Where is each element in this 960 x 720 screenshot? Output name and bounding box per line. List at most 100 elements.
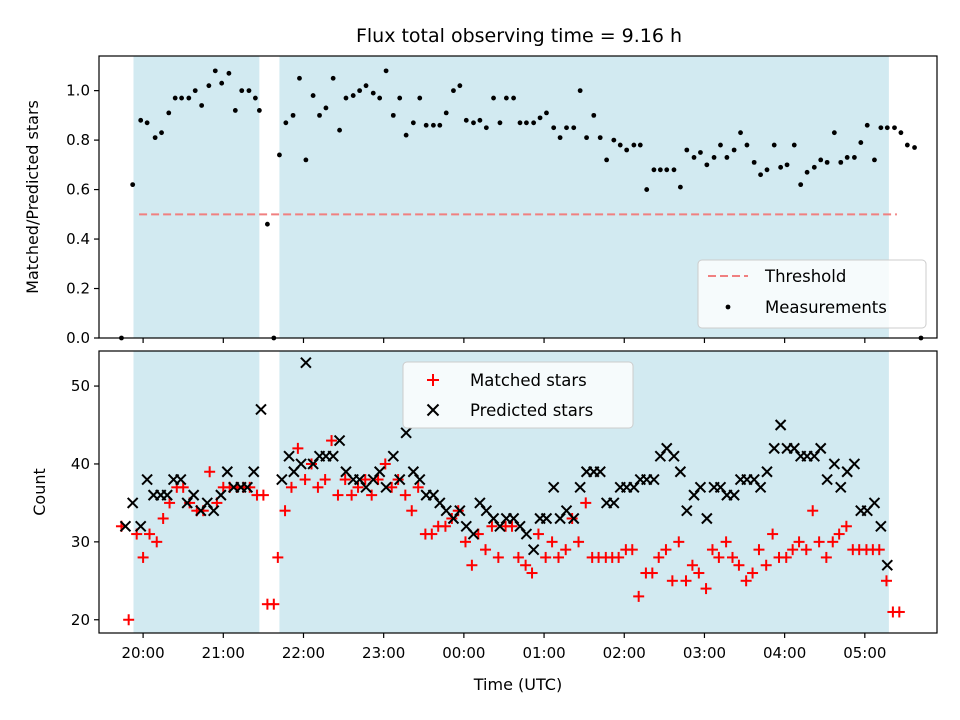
measurement-point	[370, 90, 376, 96]
measurement-point	[443, 110, 449, 116]
measurement-point	[497, 120, 503, 126]
predicted-star-point	[380, 481, 392, 494]
top-shaded-interval-0	[133, 56, 260, 338]
measurement-points	[119, 68, 924, 341]
predicted-star-point	[221, 466, 234, 478]
matched-star-point	[512, 551, 524, 563]
measurement-point	[778, 164, 784, 170]
matched-star-point	[285, 481, 297, 493]
measurement-point	[403, 132, 409, 138]
x-tick-label: 04:00	[763, 644, 806, 662]
matched-star-point	[833, 528, 845, 540]
matched-star-point	[706, 544, 718, 556]
predicted-star-point	[868, 497, 881, 509]
measurement-point	[544, 110, 549, 116]
top-y-ticks: 0.0 0.2 0.4 0.6 0.8 1.0	[66, 82, 99, 347]
predicted-star-point	[674, 466, 687, 478]
measurement-point	[731, 147, 737, 153]
measurement-point	[457, 83, 463, 89]
matched-star-point	[613, 551, 625, 563]
predicted-star-point	[134, 520, 147, 532]
measurement-point	[290, 112, 296, 118]
top-legend: Threshold Measurements	[697, 259, 927, 329]
measurement-point	[637, 142, 643, 148]
predicted-star-point	[875, 520, 887, 532]
matched-star-point	[552, 551, 564, 563]
predicted-star-point	[681, 504, 693, 517]
predicted-star-point	[373, 466, 386, 478]
top-panel: 0.0 0.2 0.4 0.6 0.8 1.0 Matched/Predicted sta…	[23, 55, 938, 347]
measurement-point	[451, 88, 456, 94]
measurement-point	[252, 95, 258, 101]
matched-star-point	[566, 512, 578, 524]
predicted-star-point	[540, 512, 553, 525]
matched-star-point	[813, 536, 825, 548]
matched-star-point	[466, 559, 478, 571]
matched-star-point	[780, 551, 792, 563]
predicted-star-point	[527, 543, 540, 556]
predicted-star-point	[327, 450, 339, 462]
measurement-point	[437, 122, 443, 128]
measurement-point	[350, 93, 356, 98]
matched-star-point	[740, 575, 752, 587]
matched-star-point	[204, 466, 216, 478]
measurement-point	[226, 70, 232, 76]
predicted-star-point	[454, 504, 466, 517]
matched-star-point	[840, 520, 852, 532]
measurement-point	[130, 182, 136, 188]
matched-star-point	[279, 505, 291, 517]
matched-star-point	[686, 559, 698, 571]
measurement-point	[303, 157, 309, 163]
matched-star-point	[346, 489, 358, 501]
measurement-point	[503, 95, 509, 101]
predicted-star-point	[295, 458, 307, 470]
predicted-star-point	[694, 481, 707, 494]
measurement-point	[664, 167, 670, 173]
measurement-point	[186, 95, 192, 101]
legend-predicted-label: Predicted stars	[470, 401, 593, 420]
predicted-star-point	[701, 512, 713, 525]
measurement-point	[704, 162, 710, 168]
measurement-point	[597, 135, 603, 141]
matched-star-point	[573, 536, 585, 548]
predicted-star-point	[248, 466, 260, 478]
matched-star-point	[164, 497, 176, 509]
predicted-star-point	[387, 450, 400, 462]
measurement-point	[824, 159, 830, 165]
measurement-point	[477, 117, 483, 123]
measurement-point	[206, 83, 212, 89]
measurement-point	[219, 80, 225, 86]
legend-predicted-swatch	[426, 403, 440, 417]
matched-star-point	[299, 474, 311, 486]
matched-star-point	[332, 489, 344, 501]
measurement-point	[657, 167, 663, 173]
measurement-point	[872, 157, 877, 163]
measurement-point	[611, 137, 617, 143]
bottom-legend: Matched stars Predicted stars	[402, 361, 634, 429]
measurement-point	[564, 125, 569, 131]
matched-star-point	[137, 551, 149, 563]
matched-star-point	[560, 544, 572, 556]
predicted-star-point	[574, 481, 586, 494]
measurement-point	[904, 142, 910, 148]
predicted-star-point	[187, 489, 200, 501]
measurement-point	[283, 120, 289, 126]
predicted-star-point	[175, 473, 187, 486]
matched-star-point	[760, 559, 772, 571]
legend-matched-label: Matched stars	[470, 371, 587, 390]
measurement-point	[758, 172, 763, 178]
measurement-point	[617, 142, 623, 148]
matched-star-point	[144, 528, 156, 540]
matched-star-point	[366, 489, 378, 501]
matched-star-point	[666, 575, 678, 587]
measurement-point	[537, 115, 543, 121]
predicted-star-point	[768, 442, 780, 455]
predicted-star-point	[520, 528, 533, 540]
measurement-point	[671, 167, 677, 173]
predicted-star-point	[728, 489, 740, 501]
measurement-point	[718, 142, 723, 148]
top-y-tick-label: 0.4	[66, 230, 90, 248]
predicted-star-point	[815, 442, 827, 455]
bottom-y-tick-label: 30	[71, 533, 90, 551]
